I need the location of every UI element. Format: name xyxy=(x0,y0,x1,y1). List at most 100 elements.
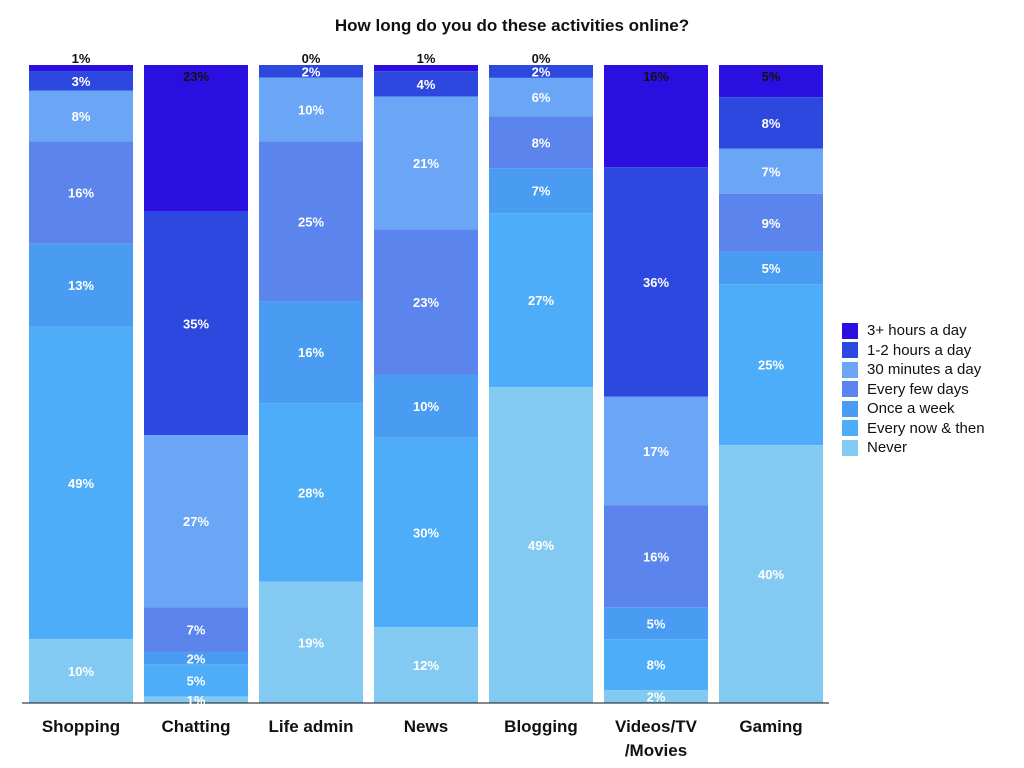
segment-value-label: 21% xyxy=(413,156,439,171)
legend-label: Every now & then xyxy=(867,419,985,437)
legend-item: 30 minutes a day xyxy=(842,360,985,380)
bar-segment xyxy=(144,664,248,697)
segment-value-label: 2% xyxy=(302,64,321,79)
bar-segment xyxy=(29,639,133,703)
bar-segment xyxy=(259,77,363,142)
segment-value-label: 23% xyxy=(183,69,209,84)
segment-value-label: 28% xyxy=(298,485,324,500)
segment-value-label: 3% xyxy=(72,74,91,89)
bar-segment xyxy=(259,301,363,404)
segment-value-label: 0% xyxy=(302,51,321,66)
segment-value-label: 2% xyxy=(187,651,206,666)
bar-segment xyxy=(259,141,363,302)
segment-value-label: 0% xyxy=(532,51,551,66)
segment-value-label: 27% xyxy=(528,293,554,308)
segment-value-label: 36% xyxy=(643,275,669,290)
legend-swatch xyxy=(842,420,858,437)
bar-segment xyxy=(604,607,708,640)
category-label: Blogging xyxy=(504,717,578,736)
segment-value-label: 8% xyxy=(72,109,91,124)
bar-segment xyxy=(144,607,248,652)
segment-value-label: 16% xyxy=(643,549,669,564)
bar-segment xyxy=(29,243,133,327)
segment-value-label: 40% xyxy=(758,567,784,582)
segment-value-label: 1% xyxy=(72,51,91,66)
legend-swatch xyxy=(842,400,858,417)
segment-value-label: 49% xyxy=(528,538,554,553)
bar-segment xyxy=(259,65,363,78)
bar-segment xyxy=(144,65,248,212)
chart-title: How long do you do these activities onli… xyxy=(334,16,690,35)
segment-value-label: 5% xyxy=(647,616,666,631)
bar-segment xyxy=(144,651,248,665)
legend-label: 30 minutes a day xyxy=(867,361,982,379)
bar-segment xyxy=(374,229,478,375)
legend-label: Once a week xyxy=(867,400,955,418)
category-label: Shopping xyxy=(42,717,120,736)
segment-value-label: 6% xyxy=(532,90,551,105)
legend-label: Never xyxy=(867,439,908,457)
bar-segment xyxy=(489,65,593,78)
legend-swatch xyxy=(842,439,858,456)
bar-segment xyxy=(604,505,708,608)
bar-segment xyxy=(259,581,363,703)
bar-segment xyxy=(489,77,593,117)
segment-value-label: 16% xyxy=(68,186,94,201)
bar-segment xyxy=(604,690,708,703)
segment-value-label: 8% xyxy=(647,658,666,673)
segment-value-label: 4% xyxy=(417,77,436,92)
segment-value-label: 16% xyxy=(643,69,669,84)
segment-value-label: 7% xyxy=(762,164,781,179)
segment-value-label: 12% xyxy=(413,658,439,673)
segment-value-label: 1% xyxy=(187,693,206,708)
segment-value-label: 7% xyxy=(532,184,551,199)
segment-value-label: 10% xyxy=(68,664,94,679)
bar-segment xyxy=(489,168,593,214)
category-label: Videos/TV xyxy=(615,717,698,736)
bar-segment xyxy=(374,65,478,72)
legend-item: Never xyxy=(842,438,985,458)
bar-segment xyxy=(719,251,823,285)
category-labels: Shopping Chatting Life admin News Blogging Vi… xyxy=(42,717,803,760)
legend-item: Every now & then xyxy=(842,419,985,439)
category-label: News xyxy=(404,717,448,736)
segment-value-label: 8% xyxy=(762,116,781,131)
legend-swatch xyxy=(842,322,858,339)
category-label: Life admin xyxy=(268,717,353,736)
segment-value-label: 5% xyxy=(762,261,781,276)
bar-segment xyxy=(489,116,593,169)
segment-value-label: 30% xyxy=(413,525,439,540)
legend-swatch xyxy=(842,381,858,398)
legend-item: 3+ hours a day xyxy=(842,321,985,341)
bar-segment xyxy=(374,437,478,628)
segment-value-label: 49% xyxy=(68,476,94,491)
bar-segment xyxy=(29,141,133,244)
category-label: Chatting xyxy=(162,717,231,736)
labels-layer: 1%3%8%16%13%49%10%23%35%27%7%2%5%1%0%2%1… xyxy=(68,51,784,708)
bar-segment xyxy=(719,65,823,98)
segment-value-label: 10% xyxy=(298,103,324,118)
segment-value-label: 25% xyxy=(298,214,324,229)
category-label: Gaming xyxy=(739,717,802,736)
bar-segment xyxy=(374,71,478,97)
bar-segment xyxy=(29,65,133,72)
bar-segment xyxy=(144,696,248,703)
segment-value-label: 5% xyxy=(762,69,781,84)
bar-segment xyxy=(719,445,823,703)
bar-segment xyxy=(29,326,133,640)
segment-value-label: 35% xyxy=(183,316,209,331)
bar-segment xyxy=(604,639,708,691)
bar-segment xyxy=(719,148,823,194)
bar-segment xyxy=(144,211,248,436)
legend-label: 1-2 hours a day xyxy=(867,341,972,359)
segment-value-label: 5% xyxy=(187,674,206,689)
legend-swatch xyxy=(842,342,858,359)
segment-value-label: 17% xyxy=(643,444,669,459)
bar-segment xyxy=(374,627,478,703)
bar-segment xyxy=(144,435,248,608)
legend: 3+ hours a day 1-2 hours a day 30 minutes … xyxy=(842,321,985,458)
bar-segment xyxy=(259,403,363,582)
legend-label: Every few days xyxy=(867,380,969,398)
bar-segment xyxy=(489,387,593,703)
